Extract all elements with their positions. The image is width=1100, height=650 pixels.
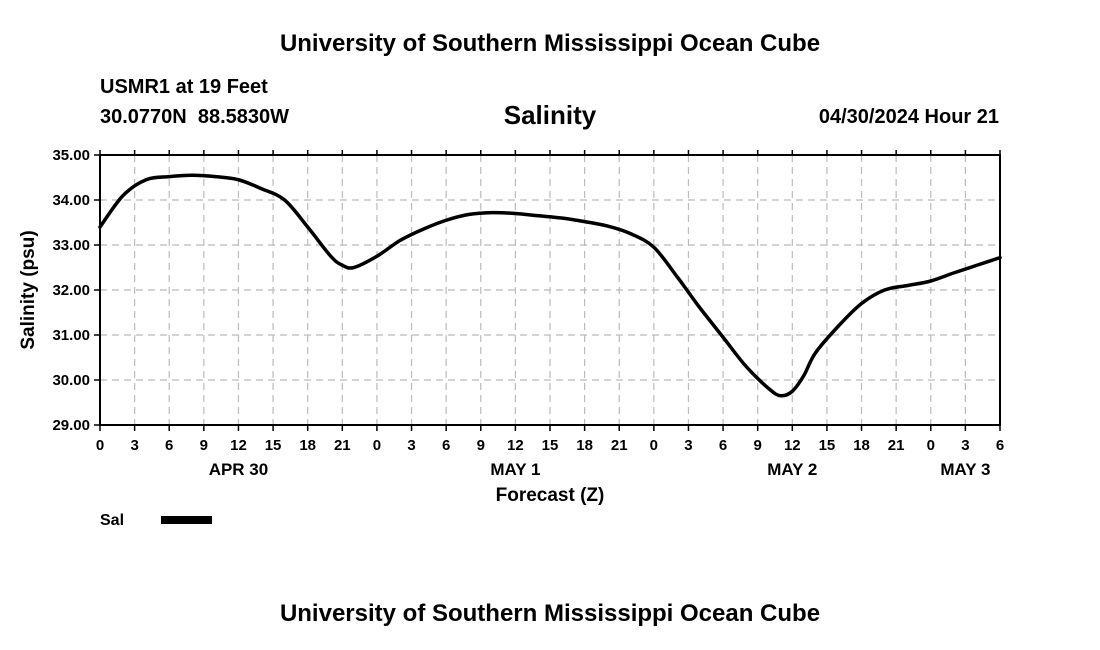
x-tick-label: 3 <box>684 437 692 454</box>
x-tick-label: 21 <box>888 437 905 454</box>
station-label: USMR1 at 19 Feet <box>100 76 268 98</box>
axis-ticks <box>94 150 1001 431</box>
x-tick-label: 3 <box>407 437 415 454</box>
legend: Sal <box>100 512 212 529</box>
y-tick-label: 32.00 <box>52 282 90 299</box>
y-tick-label: 34.00 <box>52 192 90 209</box>
x-tick-label: 9 <box>754 437 762 454</box>
x-tick-label: 3 <box>961 437 969 454</box>
footer-title: University of Southern Mississippi Ocean… <box>279 600 821 627</box>
x-tick-label: 15 <box>265 437 282 454</box>
x-tick-label: 18 <box>299 437 316 454</box>
day-label: MAY 3 <box>940 460 990 479</box>
y-tick-label: 35.00 <box>52 147 90 164</box>
x-tick-label: 0 <box>96 437 104 454</box>
x-tick-label: 12 <box>507 437 524 454</box>
day-label: MAY 1 <box>490 460 540 479</box>
page-title: University of Southern Mississippi Ocean… <box>279 30 821 57</box>
x-tick-label: 21 <box>334 437 351 454</box>
y-tick-label: 33.00 <box>52 237 90 254</box>
day-label: APR 30 <box>209 460 269 479</box>
x-tick-label: 6 <box>442 437 450 454</box>
x-tick-label: 18 <box>576 437 593 454</box>
y-axis-title: Salinity (psu) <box>18 230 39 349</box>
salinity-series-line <box>98 173 1002 398</box>
x-tick-label: 6 <box>996 437 1004 454</box>
x-tick-label: 15 <box>542 437 559 454</box>
x-tick-label: 6 <box>719 437 727 454</box>
y-tick-label: 30.00 <box>52 372 90 389</box>
x-tick-label: 0 <box>927 437 935 454</box>
x-axis-title: Forecast (Z) <box>496 485 605 506</box>
x-tick-label: 21 <box>611 437 628 454</box>
x-tick-label: 9 <box>477 437 485 454</box>
x-tick-label: 12 <box>230 437 247 454</box>
x-tick-label: 9 <box>200 437 208 454</box>
x-tick-label: 12 <box>784 437 801 454</box>
y-tick-label: 29.00 <box>52 417 90 434</box>
day-label: MAY 2 <box>767 460 817 479</box>
legend-label: Sal <box>100 512 124 529</box>
grid-lines <box>100 154 1000 425</box>
station-coordinates: 30.0770N 88.5830W <box>100 106 290 128</box>
x-tick-label: 6 <box>165 437 173 454</box>
x-tick-label: 0 <box>650 437 658 454</box>
x-tick-label: 0 <box>373 437 381 454</box>
y-tick-label: 31.00 <box>52 327 90 344</box>
variable-title: Salinity <box>503 100 597 130</box>
forecast-datetime: 04/30/2024 Hour 21 <box>818 106 999 128</box>
x-tick-label: 15 <box>819 437 836 454</box>
x-tick-label: 18 <box>853 437 870 454</box>
x-tick-label: 3 <box>130 437 138 454</box>
